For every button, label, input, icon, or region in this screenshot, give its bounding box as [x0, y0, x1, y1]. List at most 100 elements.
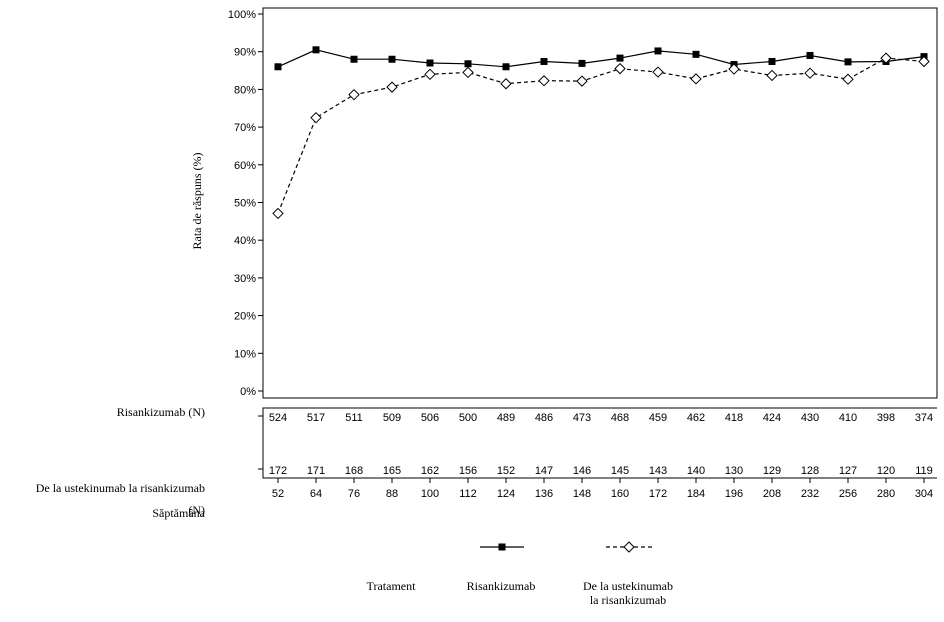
- data-point-square: [616, 54, 624, 62]
- data-point-square: [464, 60, 472, 68]
- risk-count: 171: [307, 465, 325, 477]
- risk-count: 172: [269, 465, 287, 477]
- data-point-diamond: [386, 81, 398, 93]
- y-tick-label: 40%: [234, 235, 256, 247]
- data-point-square: [350, 55, 358, 63]
- risk-count: 398: [877, 412, 895, 424]
- y-axis-label: Rata de răspuns (%): [190, 153, 204, 250]
- risk-table: Risankizumab (N) 524 517 511 509 506 500 489 486…: [36, 405, 937, 517]
- risk-count: 168: [345, 465, 363, 477]
- risk-count: 424: [763, 412, 781, 424]
- risk-count: 506: [421, 412, 439, 424]
- legend: Tratament Risankizumab De la ustekinumabla…: [367, 541, 673, 607]
- data-point-square: [654, 47, 662, 55]
- data-point-diamond: [690, 73, 702, 85]
- data-point-diamond: [272, 207, 284, 220]
- x-tick-label: 100: [421, 488, 439, 500]
- x-tick-label: 64: [310, 488, 322, 500]
- x-tick-label: 280: [877, 488, 895, 500]
- x-tick-label: 76: [348, 488, 360, 500]
- x-tick-label: 196: [725, 488, 743, 500]
- y-tick-label: 60%: [234, 160, 256, 172]
- x-tick-label: 256: [839, 488, 857, 500]
- legend-marker-square: [498, 543, 506, 551]
- x-tick-label: 148: [573, 488, 591, 500]
- y-tick-label: 80%: [234, 84, 256, 96]
- x-axis: 52 64 76 88 100 112 124 136 148 160 172 184 196 208 23…: [272, 478, 933, 500]
- risk-count: 156: [459, 465, 477, 477]
- risk-count: 130: [725, 465, 743, 477]
- data-point-diamond: [766, 69, 778, 82]
- risk-table-frame: [262, 407, 937, 479]
- plot-frame: [262, 7, 938, 399]
- risk-count: 119: [915, 465, 933, 477]
- legend-label-line: De la ustekinumab: [583, 579, 673, 593]
- data-point-diamond: [500, 78, 512, 90]
- risk-count: 127: [839, 465, 857, 477]
- data-point-square: [692, 50, 700, 58]
- data-point-square: [312, 46, 320, 54]
- data-point-diamond: [538, 75, 550, 87]
- risk-row-label: De la ustekinumab la risankizumab (N): [36, 481, 205, 517]
- data-point-diamond: [576, 75, 588, 87]
- legend-label-line: la risankizumab: [590, 593, 666, 607]
- risk-count: 509: [383, 412, 401, 424]
- data-point-square: [274, 63, 282, 71]
- data-point-diamond: [348, 88, 360, 101]
- data-point-square: [768, 58, 776, 66]
- y-tick-label: 20%: [234, 311, 256, 323]
- x-tick-label: 232: [801, 488, 819, 500]
- y-tick-label: 10%: [234, 348, 256, 360]
- risk-count: 517: [307, 412, 325, 424]
- x-tick-label: 88: [386, 488, 398, 500]
- legend-item-label: Risankizumab: [467, 579, 536, 593]
- risk-count: 146: [573, 465, 591, 477]
- risk-count: 140: [687, 465, 705, 477]
- x-tick-label: 172: [649, 488, 667, 500]
- risk-count: 459: [649, 412, 667, 424]
- data-point-diamond: [880, 52, 892, 64]
- risk-count: 489: [497, 412, 515, 424]
- data-point-diamond: [918, 55, 930, 68]
- data-point-square: [540, 58, 548, 66]
- x-axis-label: Săptămâna: [152, 506, 205, 520]
- risk-count: 152: [497, 465, 515, 477]
- data-point-diamond: [652, 66, 664, 78]
- risk-count: 418: [725, 412, 743, 424]
- series-line: [277, 57, 925, 214]
- risk-count: 486: [535, 412, 553, 424]
- y-tick-label: 50%: [234, 198, 256, 210]
- risk-count: 128: [801, 465, 819, 477]
- x-tick-label: 124: [497, 488, 515, 500]
- risk-count: 410: [839, 412, 857, 424]
- risk-count: 511: [345, 412, 363, 424]
- risk-row-label-text: Risankizumab (N): [117, 405, 205, 419]
- data-point-square: [844, 58, 852, 66]
- data-point-diamond: [614, 62, 626, 75]
- risk-count: 143: [649, 465, 667, 477]
- x-tick-label: 136: [535, 488, 553, 500]
- x-tick-label: 304: [915, 488, 933, 500]
- data-point-square: [502, 63, 510, 71]
- x-tick-label: 112: [459, 488, 477, 500]
- data-point-diamond: [424, 68, 436, 81]
- data-point-diamond: [842, 73, 854, 85]
- y-tick-label: 70%: [234, 122, 256, 134]
- risk-count: 165: [383, 465, 401, 477]
- y-tick-label: 30%: [234, 273, 256, 285]
- data-point-square: [388, 55, 396, 63]
- y-tick-label: 90%: [234, 47, 256, 59]
- risk-count: 147: [535, 465, 553, 477]
- series-line: [277, 49, 925, 68]
- data-point-diamond: [804, 67, 816, 79]
- legend-marker-diamond: [623, 541, 635, 553]
- y-tick-label: 0%: [240, 386, 256, 398]
- risk-count: 468: [611, 412, 629, 424]
- risk-count: 430: [801, 412, 819, 424]
- risk-count: 145: [611, 465, 629, 477]
- risk-count: 462: [687, 412, 705, 424]
- legend-label-line: Risankizumab: [467, 579, 536, 593]
- series-ustekinumab-to-risankizumab: [272, 52, 930, 220]
- risk-count: 374: [915, 412, 933, 424]
